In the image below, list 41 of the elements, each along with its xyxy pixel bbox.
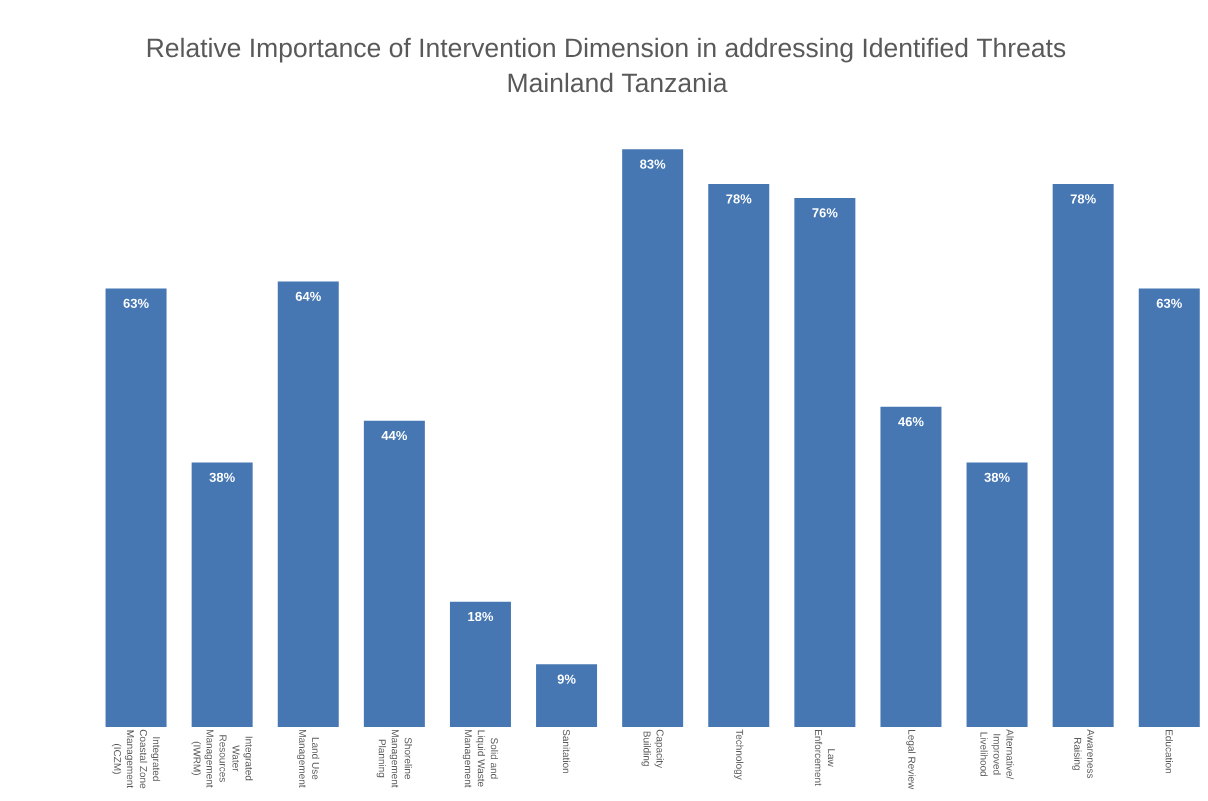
bar xyxy=(1138,288,1200,727)
data-label: 38% xyxy=(209,472,235,482)
data-label: 63% xyxy=(123,298,149,308)
x-tick-label: Capacity Building xyxy=(641,729,664,769)
bar xyxy=(966,462,1028,727)
bar xyxy=(622,149,684,727)
bar xyxy=(449,601,511,727)
data-label: 46% xyxy=(898,417,924,427)
bar xyxy=(536,664,598,727)
data-label: 63% xyxy=(1156,298,1182,308)
bar xyxy=(191,462,253,727)
bar xyxy=(363,420,425,727)
x-tick-label: Alternative/ Improved Livelihood xyxy=(980,729,1014,780)
x-tick-label: Law Enforcement xyxy=(814,730,835,786)
chart-subtitle: Mainland Tanzania xyxy=(508,72,728,93)
data-label: 83% xyxy=(640,159,666,169)
bar xyxy=(880,406,942,727)
data-label: 78% xyxy=(726,194,752,204)
data-label: 44% xyxy=(381,430,408,441)
data-label: 76% xyxy=(812,208,838,218)
x-tick-label: Integrated Water Resources Management (IWRM) xyxy=(191,730,253,788)
bar xyxy=(794,198,856,727)
data-label: 78% xyxy=(1070,194,1096,204)
data-label: 9% xyxy=(557,674,576,684)
bar xyxy=(105,288,167,727)
x-tick-label: Awareness Raising xyxy=(1072,729,1095,779)
x-tick-label: Solid and Liquid Waste Management xyxy=(462,730,499,788)
bar xyxy=(277,281,339,727)
chart-title: Relative Importance of Intervention Dimension in addressing Identified Threats xyxy=(147,37,1066,63)
x-tick-label: Technology xyxy=(734,729,744,780)
x-tick-label: Integrated Coastal Zone Management (ICZM) xyxy=(111,729,161,789)
bar xyxy=(708,184,770,727)
x-tick-label: Sanitation xyxy=(562,729,571,774)
x-tick-label: Legal Review xyxy=(906,730,916,790)
data-label: 38% xyxy=(984,472,1010,482)
x-tick-label: Land Use Management xyxy=(297,730,320,788)
bar xyxy=(1052,184,1114,727)
data-label: 18% xyxy=(468,611,494,622)
x-tick-label: Education xyxy=(1165,730,1173,774)
data-label: 64% xyxy=(295,291,321,301)
x-tick-label: Shoreline Management Planning xyxy=(376,730,413,788)
